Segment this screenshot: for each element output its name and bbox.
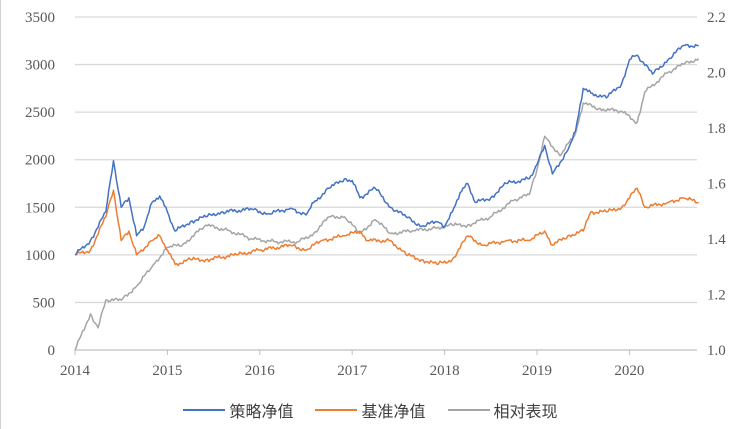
y-left-tick-label: 3500 [25, 10, 55, 26]
y-right-tick-label: 2.2 [707, 10, 726, 26]
x-tick-label: 2017 [337, 363, 368, 379]
y-right-tick-label: 1.2 [707, 288, 726, 304]
legend-swatch [183, 409, 226, 411]
y-left-tick-label: 2500 [25, 105, 55, 121]
y-right-tick-label: 1.8 [707, 121, 726, 137]
x-tick-label: 2015 [152, 363, 182, 379]
series-line-2 [74, 58, 700, 351]
legend-label: 策略净值 [229, 402, 294, 421]
x-tick-label: 2016 [245, 363, 276, 379]
series-line-0 [74, 43, 699, 256]
series-line-1 [74, 187, 699, 267]
legend-swatch [447, 409, 490, 411]
x-tick-label: 2020 [614, 363, 644, 379]
legend: 策略净值 基准净值 相对表现 [0, 398, 741, 422]
x-tick-label: 2018 [430, 363, 460, 379]
legend-swatch [315, 409, 358, 411]
y-left-tick-label: 1500 [25, 200, 55, 216]
y-left-tick-label: 1000 [25, 248, 55, 264]
x-tick-label: 2014 [60, 363, 91, 379]
legend-item-strategy: 策略净值 [183, 398, 293, 422]
legend-item-benchmark: 基准净值 [315, 398, 426, 422]
y-left-tick-label: 0 [48, 343, 56, 359]
y-right-tick-label: 2.0 [707, 66, 726, 82]
y-right-tick-label: 1.4 [707, 232, 726, 248]
y-left-tick-label: 500 [33, 295, 56, 311]
y-left-tick-label: 3000 [25, 58, 55, 74]
legend-item-relative: 相对表现 [447, 398, 558, 422]
y-right-tick-label: 1.0 [707, 343, 726, 359]
y-right-tick-label: 1.6 [707, 177, 726, 193]
legend-label: 基准净值 [361, 402, 426, 421]
legend-label: 相对表现 [493, 402, 558, 421]
x-tick-label: 2019 [522, 363, 552, 379]
y-left-tick-label: 2000 [25, 153, 55, 169]
